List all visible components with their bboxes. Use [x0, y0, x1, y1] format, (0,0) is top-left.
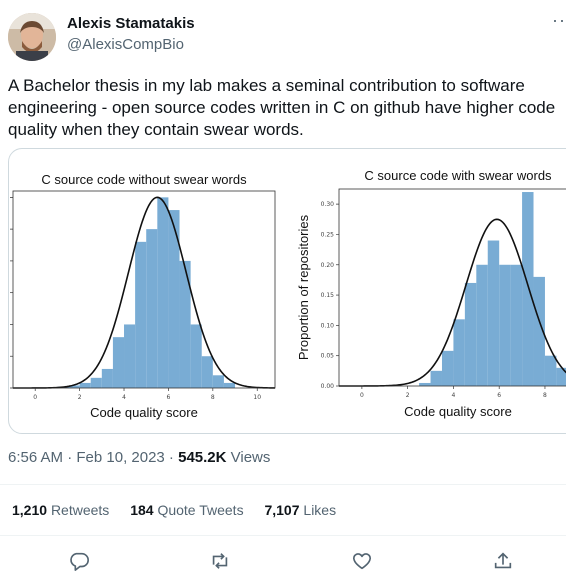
y-tick-label: 0.30 [321, 201, 335, 208]
retweet-icon [212, 553, 228, 569]
histogram-bar [101, 368, 113, 388]
likes-count: 7,107 [264, 502, 300, 518]
histogram-bar [533, 276, 545, 386]
histogram-bar [135, 241, 147, 388]
y-tick-label: 0.25 [321, 231, 335, 238]
tweet-media[interactable]: C source code without swear words 0 2 4 6 8 10… [8, 148, 566, 434]
histogram-bar [112, 337, 125, 388]
quote-tweets-count: 184 [130, 502, 154, 518]
histogram-bar [179, 260, 191, 388]
histogram-bar [522, 192, 534, 386]
y-tick-label: 0.10 [321, 322, 335, 329]
x-axis-label: Code quality score [404, 404, 512, 419]
tweet-text-line: A Bachelor thesis in my lab makes a semi… [8, 76, 525, 95]
y-axis-label: Proportion of repositories [296, 214, 311, 360]
x-tick-label: 0 [33, 394, 37, 401]
histogram-bar [419, 382, 431, 386]
divider [0, 535, 566, 536]
histogram-without-swear-words: C source code without swear words 0 2 4 6 8 10… [10, 172, 276, 420]
retweets-stat[interactable]: 1,210 Retweets [12, 502, 109, 518]
likes-label: Likes [303, 502, 337, 518]
engagement-stats: 1,210 Retweets 184 Quote Tweets 7,107 Li… [12, 502, 353, 518]
x-tick-label: 2 [78, 394, 82, 401]
like-button[interactable] [351, 550, 373, 572]
author-avatar[interactable] [8, 13, 56, 61]
y-tick-label: 0.00 [321, 383, 335, 390]
histogram-bar [168, 210, 180, 388]
retweet-button[interactable] [209, 550, 231, 572]
plot-frame [338, 188, 566, 387]
author-handle[interactable]: @AlexisCompBio [67, 36, 184, 53]
like-icon [352, 553, 372, 570]
quote-tweets-label: Quote Tweets [157, 502, 244, 518]
histogram-bar [499, 264, 511, 386]
histogram-bar [510, 264, 523, 386]
histogram-bar [464, 282, 477, 386]
x-tick-label: 8 [211, 394, 215, 401]
x-tick-label: 4 [122, 394, 126, 401]
x-tick-label: 8 [543, 392, 547, 399]
tweet-text-line: quality when they contain swear words. [8, 120, 304, 139]
views-label: Views [226, 449, 271, 466]
chart-title: C source code without swear words [41, 172, 247, 187]
likes-stat[interactable]: 7,107 Likes [264, 502, 336, 518]
histogram-bar [212, 375, 224, 388]
tweet-text: A Bachelor thesis in my lab makes a semi… [8, 75, 566, 141]
timestamp[interactable]: 6:56 AM · Feb 10, 2023 · [8, 449, 179, 466]
histogram-bar [223, 382, 236, 388]
retweets-label: Retweets [50, 502, 110, 518]
ellipsis-icon[interactable]: ··· [552, 10, 566, 30]
histogram-bar [441, 350, 454, 386]
histogram-bar [90, 377, 102, 388]
x-tick-label: 10 [253, 394, 261, 401]
histogram-bar [544, 355, 557, 386]
histogram-with-swear-words: C source code with swear words 0 2 4 6 8 0.00 0… [296, 168, 566, 419]
tweet-text-line: engineering - open source codes written … [8, 98, 556, 117]
x-tick-label: 6 [497, 392, 501, 399]
x-tick-label: 6 [167, 394, 171, 401]
histogram-bar [476, 264, 488, 386]
author-name[interactable]: Alexis Stamatakis [67, 15, 195, 32]
chart-title: C source code with swear words [364, 168, 552, 183]
tweet-meta: 6:56 AM · Feb 10, 2023 · 545.2K Views [8, 449, 270, 466]
x-tick-label: 2 [406, 392, 410, 399]
histogram-bar [146, 229, 158, 388]
histogram-bar [201, 356, 213, 388]
y-tick-label: 0.20 [321, 262, 335, 269]
y-tick-label: 0.15 [321, 292, 335, 299]
share-button[interactable] [492, 550, 514, 572]
x-axis-label: Code quality score [90, 405, 198, 420]
histogram-bar [68, 385, 80, 388]
histogram-bar [124, 324, 136, 388]
avatar-image [8, 13, 56, 61]
divider [0, 484, 566, 485]
histogram-bar [453, 319, 465, 386]
plot-frame [12, 190, 276, 389]
reply-icon [70, 552, 89, 571]
retweets-count: 1,210 [12, 502, 48, 518]
y-tick-label: 0.05 [321, 353, 335, 360]
histogram-bar [430, 370, 442, 386]
histogram-bar [556, 367, 566, 386]
x-tick-label: 4 [452, 392, 456, 399]
reply-button[interactable] [68, 550, 90, 572]
share-icon [494, 552, 512, 569]
histogram-bar [157, 197, 169, 388]
x-tick-label: 0 [360, 392, 364, 399]
quote-tweets-stat[interactable]: 184 Quote Tweets [130, 502, 243, 518]
histogram-bar [487, 240, 500, 386]
histogram-bar [190, 324, 202, 388]
views-count: 545.2K [178, 449, 227, 466]
histogram-bar [79, 382, 91, 388]
normal-fit-curve [13, 196, 276, 389]
